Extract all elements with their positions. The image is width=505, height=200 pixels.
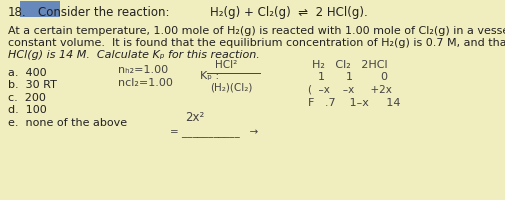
- Text: F   .7    1–x     14: F .7 1–x 14: [308, 98, 400, 107]
- Text: H₂(g) + Cl₂(g)  ⇌  2 HCl(g).: H₂(g) + Cl₂(g) ⇌ 2 HCl(g).: [210, 6, 367, 19]
- Text: 18.: 18.: [8, 6, 27, 19]
- Text: c.  200: c. 200: [8, 93, 46, 102]
- Text: a.  400: a. 400: [8, 68, 46, 78]
- Text: Consider the reaction:: Consider the reaction:: [38, 6, 169, 19]
- Text: 2x²: 2x²: [185, 110, 204, 123]
- Text: d.  100: d. 100: [8, 104, 46, 114]
- Text: e.  none of the above: e. none of the above: [8, 117, 127, 127]
- Text: At a certain temperature, 1.00 mole of H₂(g) is reacted with 1.00 mole of Cl₂(g): At a certain temperature, 1.00 mole of H…: [8, 26, 505, 36]
- Text: constant volume.  It is found that the equilibrium concentration of H₂(g) is 0.7: constant volume. It is found that the eq…: [8, 38, 505, 48]
- Text: (  –x    –x     +2x: ( –x –x +2x: [308, 85, 391, 95]
- Text: HCl(g) is 14 M.  Calculate Kₚ for this reaction.: HCl(g) is 14 M. Calculate Kₚ for this re…: [8, 50, 259, 60]
- Text: nₕ₂=1.00: nₕ₂=1.00: [118, 65, 168, 75]
- Text: Kₚ :: Kₚ :: [199, 71, 219, 81]
- Text: nᴄl₂=1.00: nᴄl₂=1.00: [118, 78, 173, 88]
- Text: H₂   Cl₂   2HCl: H₂ Cl₂ 2HCl: [312, 60, 387, 70]
- Bar: [20, 2, 60, 18]
- Text: HCl²: HCl²: [215, 60, 237, 70]
- Text: = ___________   →: = ___________ →: [170, 127, 258, 137]
- Text: b.  30 RT: b. 30 RT: [8, 80, 57, 90]
- Text: 1      1        0: 1 1 0: [317, 72, 387, 82]
- Text: (H₂)(Cl₂): (H₂)(Cl₂): [210, 82, 252, 92]
